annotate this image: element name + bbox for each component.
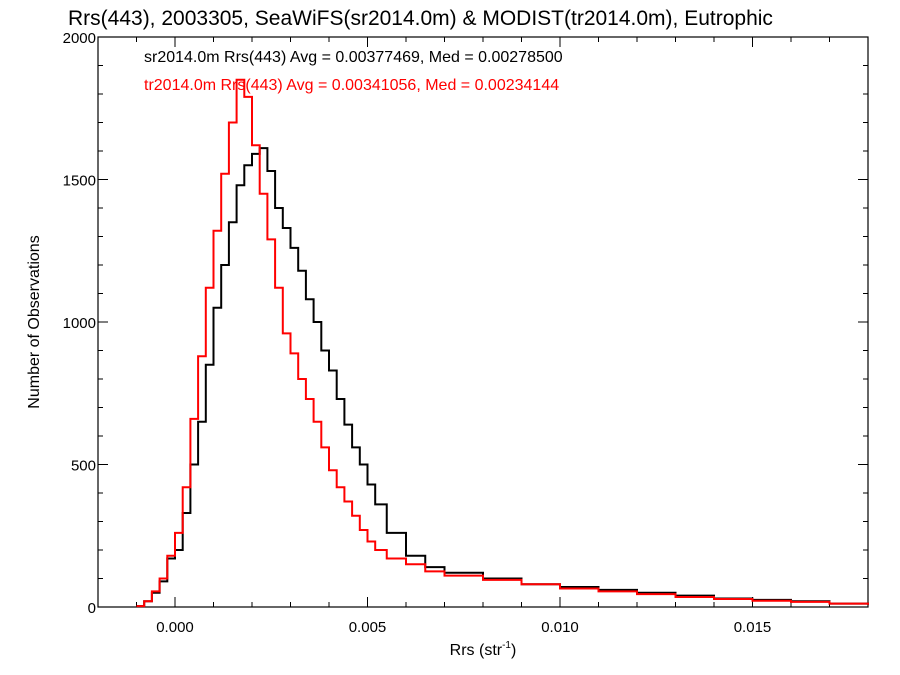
y-axis: 0 500 1000 1500 2000 [63, 30, 868, 617]
y-tick-label: 2000 [63, 30, 96, 47]
y-tick-label: 1500 [63, 173, 96, 190]
series-group [136, 78, 869, 608]
y-tick-label: 0 [88, 600, 96, 617]
legend: sr2014.0m Rrs(443) Avg = 0.00377469, Med… [144, 49, 563, 94]
x-axis: 0.000 0.005 0.010 0.015 [97, 37, 869, 636]
y-tick-label: 1000 [63, 315, 96, 332]
x-axis-label-tail: ) [511, 642, 516, 659]
chart-title: Rrs(443), 2003305, SeaWiFS(sr2014.0m) & … [68, 7, 773, 30]
series-line-tr2014 [136, 78, 869, 608]
x-tick-label: 0.000 [156, 619, 194, 636]
x-tick-label: 0.015 [734, 619, 772, 636]
legend-entry-tr2014: tr2014.0m Rrs(443) Avg = 0.00341056, Med… [144, 77, 559, 94]
x-axis-label-main: Rrs (str [450, 642, 503, 659]
x-tick-label: 0.010 [541, 619, 579, 636]
y-axis-label: Number of Observations [26, 235, 43, 408]
legend-entry-sr2014: sr2014.0m Rrs(443) Avg = 0.00377469, Med… [144, 49, 563, 66]
x-tick-label: 0.005 [349, 619, 387, 636]
x-axis-label: Rrs (str-1) [450, 640, 517, 659]
series-line-sr2014 [136, 147, 869, 608]
y-tick-label: 500 [71, 458, 96, 475]
x-axis-label-superscript: -1 [502, 640, 511, 651]
